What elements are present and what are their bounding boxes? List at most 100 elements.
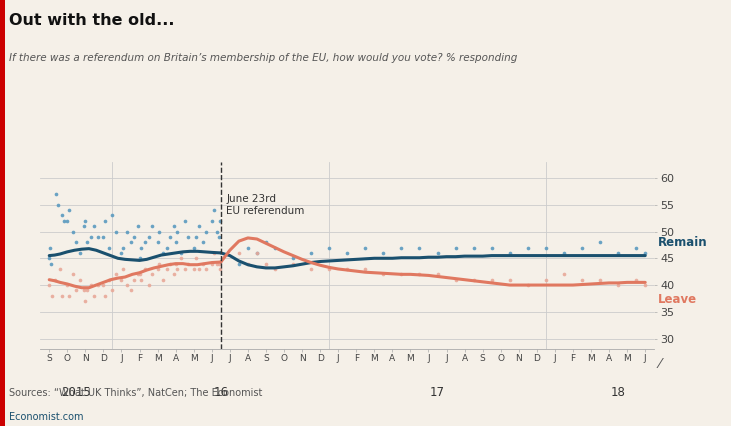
- Point: [164, 260, 176, 267]
- Point: [377, 250, 389, 256]
- Point: [486, 244, 498, 251]
- Point: [188, 244, 200, 251]
- Point: [360, 244, 371, 251]
- Point: [74, 250, 86, 256]
- Point: [135, 276, 147, 283]
- Point: [168, 271, 180, 278]
- Point: [56, 212, 68, 219]
- Point: [206, 260, 218, 267]
- Point: [139, 239, 151, 246]
- Point: [118, 265, 129, 272]
- Point: [70, 287, 82, 294]
- Point: [103, 244, 115, 251]
- Point: [287, 255, 299, 262]
- Point: [81, 287, 93, 294]
- Point: [522, 282, 534, 288]
- Point: [468, 276, 480, 283]
- Point: [260, 239, 272, 246]
- Point: [45, 244, 56, 251]
- Text: Leave: Leave: [658, 293, 697, 306]
- Point: [341, 250, 353, 256]
- Point: [306, 265, 317, 272]
- Point: [46, 292, 58, 299]
- Point: [164, 233, 176, 240]
- Point: [135, 244, 147, 251]
- Point: [81, 239, 93, 246]
- Point: [61, 217, 73, 224]
- Point: [214, 217, 226, 224]
- Point: [77, 287, 89, 294]
- Point: [143, 282, 154, 288]
- Point: [594, 276, 606, 283]
- Point: [115, 250, 127, 256]
- Text: 2015: 2015: [61, 386, 91, 399]
- Point: [172, 228, 183, 235]
- Point: [432, 250, 444, 256]
- Point: [211, 228, 223, 235]
- Point: [110, 271, 122, 278]
- Point: [85, 282, 96, 288]
- Point: [208, 207, 219, 213]
- Point: [179, 217, 191, 224]
- Point: [214, 265, 226, 272]
- Point: [115, 276, 127, 283]
- Point: [179, 265, 191, 272]
- Point: [157, 250, 169, 256]
- Point: [414, 271, 425, 278]
- Point: [576, 244, 588, 251]
- Point: [139, 265, 151, 272]
- Point: [152, 265, 164, 272]
- Text: 17: 17: [430, 386, 445, 399]
- Point: [170, 239, 181, 246]
- Point: [341, 265, 353, 272]
- Point: [121, 282, 133, 288]
- Point: [77, 223, 89, 230]
- Text: Sources: “What UK Thinks”, NatCen; The Economist: Sources: “What UK Thinks”, NatCen; The E…: [9, 388, 262, 397]
- Point: [45, 260, 57, 267]
- Point: [251, 250, 262, 256]
- Point: [558, 271, 569, 278]
- Point: [97, 282, 109, 288]
- Point: [630, 276, 642, 283]
- Point: [193, 223, 205, 230]
- Point: [197, 260, 208, 267]
- Point: [154, 228, 165, 235]
- Point: [134, 271, 145, 278]
- Point: [613, 250, 624, 256]
- Point: [99, 292, 111, 299]
- Point: [107, 287, 118, 294]
- Point: [67, 228, 78, 235]
- Point: [200, 228, 212, 235]
- Point: [121, 228, 133, 235]
- Text: June 23rd
EU referendum: June 23rd EU referendum: [226, 194, 305, 216]
- Point: [80, 217, 91, 224]
- Point: [594, 239, 606, 246]
- Point: [97, 233, 109, 240]
- Point: [168, 223, 180, 230]
- Point: [99, 217, 111, 224]
- Point: [85, 233, 96, 240]
- Point: [161, 244, 173, 251]
- Point: [67, 271, 78, 278]
- Point: [134, 255, 145, 262]
- Point: [154, 260, 165, 267]
- Point: [206, 217, 218, 224]
- Point: [233, 260, 245, 267]
- Point: [395, 244, 407, 251]
- Point: [43, 255, 55, 262]
- Text: 16: 16: [213, 386, 228, 399]
- Point: [576, 276, 588, 283]
- Point: [432, 271, 444, 278]
- Point: [450, 244, 461, 251]
- Point: [61, 282, 73, 288]
- Point: [211, 260, 223, 267]
- Text: Economist.com: Economist.com: [9, 412, 83, 422]
- Point: [146, 223, 158, 230]
- Point: [118, 244, 129, 251]
- Point: [269, 265, 281, 272]
- Point: [143, 233, 154, 240]
- Point: [128, 276, 140, 283]
- Point: [146, 271, 158, 278]
- Point: [630, 244, 642, 251]
- Point: [395, 271, 407, 278]
